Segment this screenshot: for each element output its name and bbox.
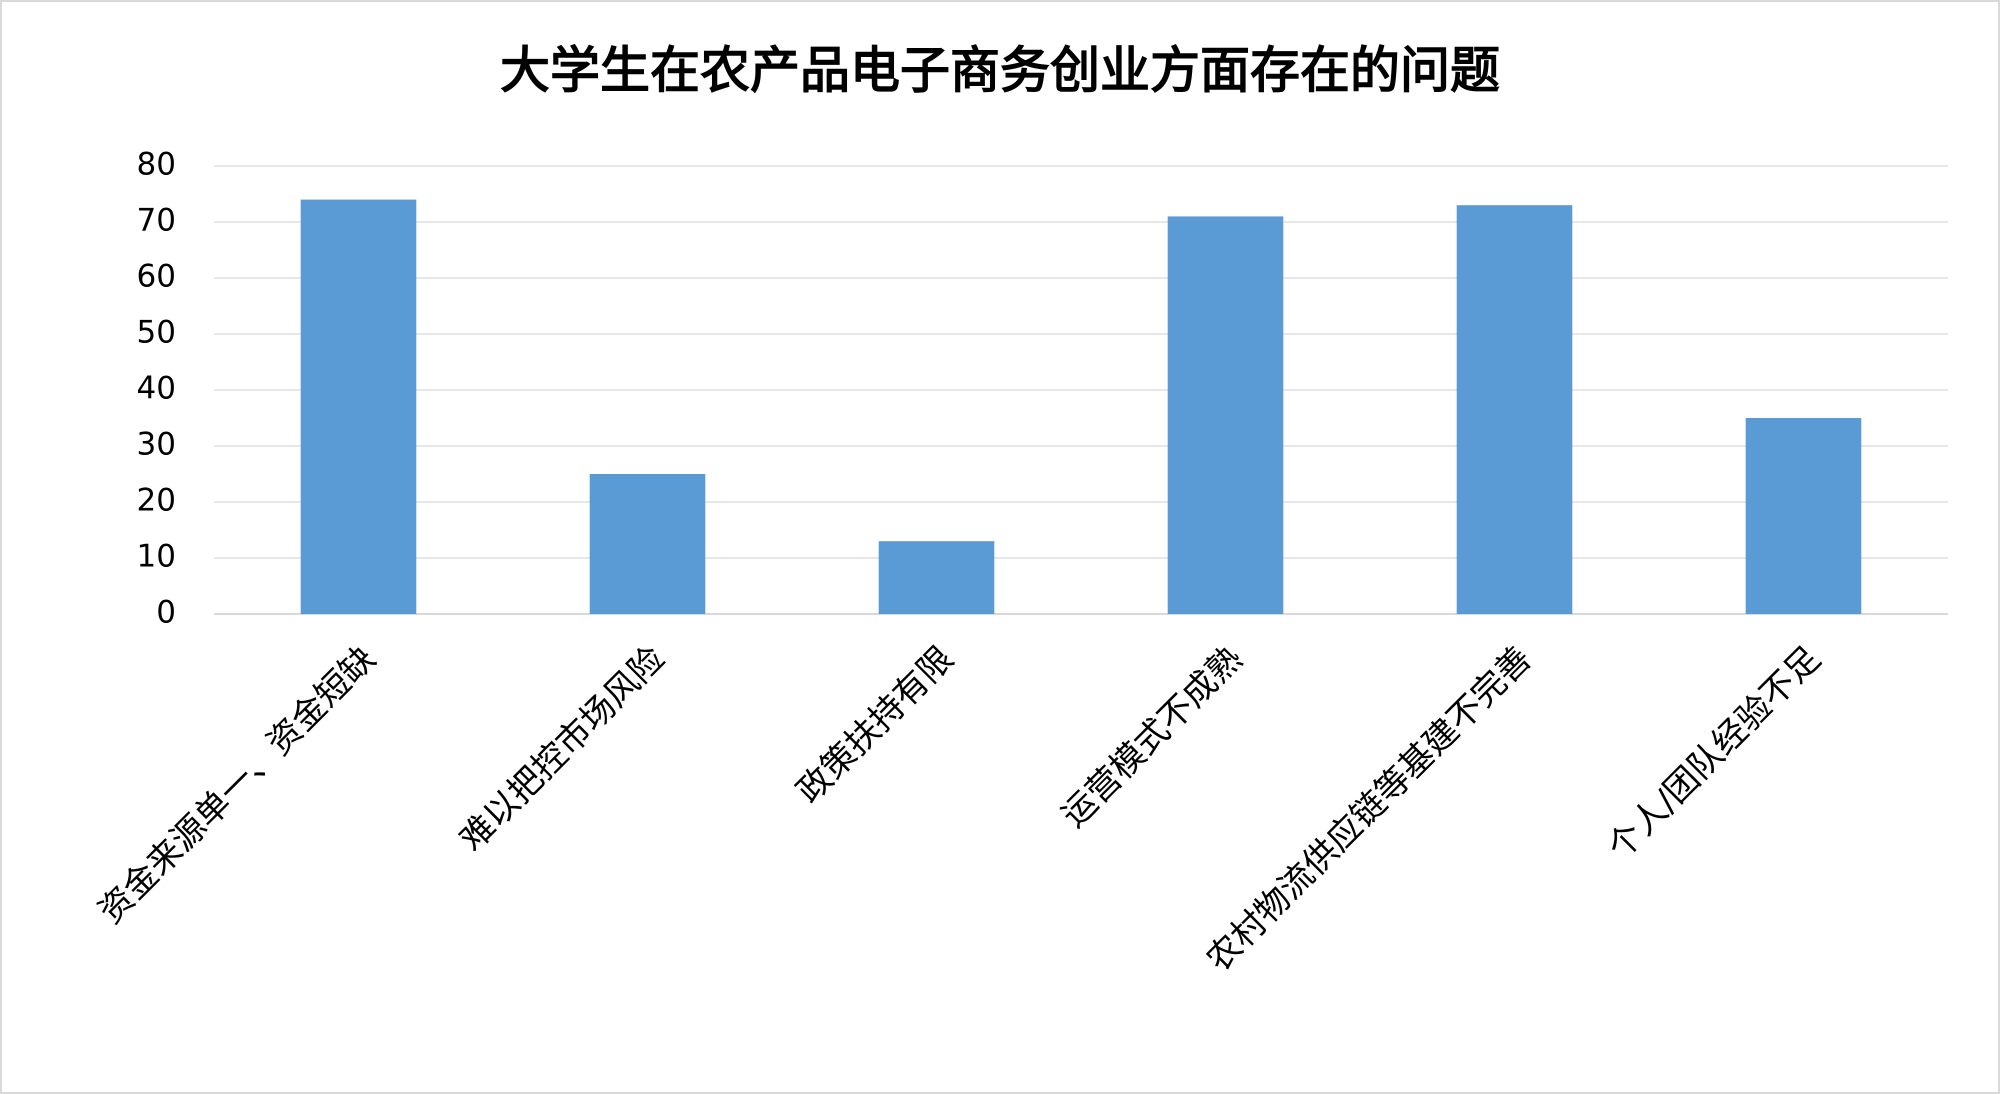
y-tick-label: 60 [137, 259, 176, 295]
bar [1167, 216, 1284, 614]
y-tick-label: 40 [137, 371, 176, 407]
y-tick-label: 10 [137, 539, 176, 575]
bar [1745, 418, 1862, 614]
y-tick-label: 70 [137, 203, 176, 239]
chart-title: 大学生在农产品电子商务创业方面存在的问题 [500, 42, 1500, 100]
y-tick-label: 30 [137, 427, 176, 463]
bar [1456, 205, 1573, 614]
y-tick-label: 50 [137, 315, 176, 351]
y-tick-label: 20 [137, 483, 176, 519]
bar [589, 474, 706, 614]
bar [878, 541, 995, 614]
bar [300, 199, 417, 614]
y-tick-label: 0 [156, 595, 176, 631]
y-tick-label: 80 [137, 147, 176, 183]
